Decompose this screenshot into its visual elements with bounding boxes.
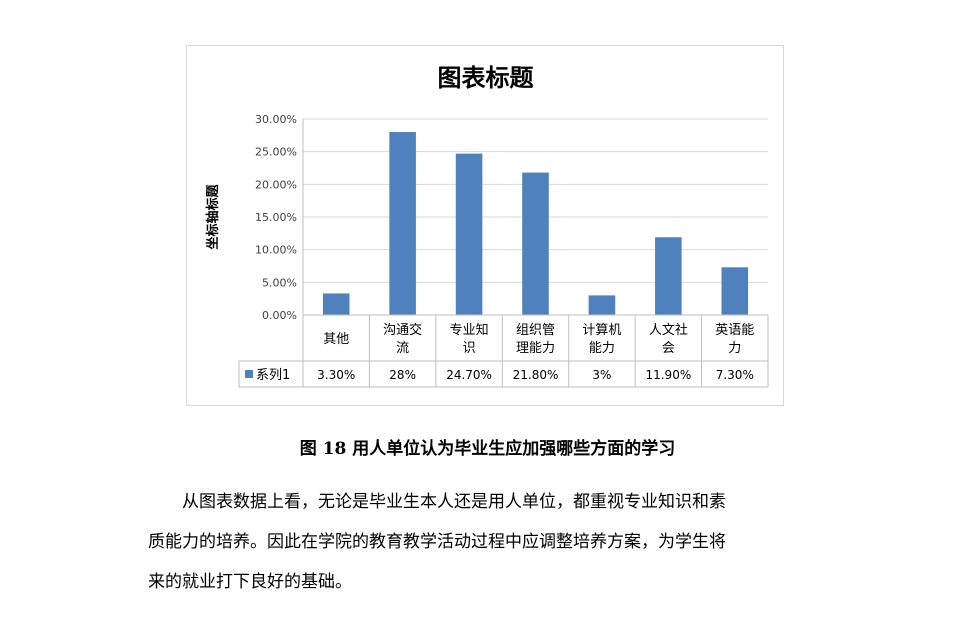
- y-tick-label: 25.00%: [255, 146, 297, 159]
- data-label: 24.70%: [446, 368, 492, 382]
- data-label: 28%: [389, 368, 416, 382]
- data-label: 21.80%: [513, 368, 559, 382]
- y-tick-label: 0.00%: [262, 309, 297, 322]
- x-category-label: 专业知: [450, 322, 489, 338]
- data-label: 3.30%: [317, 368, 355, 382]
- data-label: 11.90%: [645, 368, 691, 382]
- y-tick-label: 30.00%: [255, 113, 297, 126]
- x-category-label: 流: [396, 341, 409, 356]
- x-category-label: 力: [728, 341, 741, 356]
- bar: [588, 295, 616, 315]
- bar: [655, 237, 682, 315]
- bar: [721, 267, 749, 315]
- x-category-label: 理能力: [516, 341, 555, 356]
- legend-swatch: [245, 370, 253, 378]
- paragraph-line: 从图表数据上看，无论是毕业生本人还是用人单位，都重视专业知识和素: [182, 492, 726, 512]
- figure-caption: 图 18 用人单位认为毕业生应加强哪些方面的学习: [299, 439, 676, 459]
- y-axis-title: 坐标轴标题: [205, 184, 221, 250]
- y-tick-label: 20.00%: [255, 178, 297, 191]
- x-category-label: 能力: [589, 341, 615, 356]
- bar: [455, 153, 483, 315]
- paragraph-line: 质能力的培养。因此在学院的教育教学活动过程中应调整培养方案，为学生将: [148, 532, 726, 552]
- bar: [322, 293, 350, 315]
- data-label: 3%: [592, 368, 611, 382]
- x-category-label: 沟通交: [383, 322, 422, 338]
- y-tick-label: 5.00%: [262, 276, 297, 289]
- x-category-label: 会: [662, 341, 675, 356]
- x-category-label: 人文社: [649, 322, 688, 338]
- x-category-label: 英语能: [715, 323, 754, 338]
- chart-container: 图表标题坐标轴标题 0.00% 5.00% 10.00% 15.00% 20.00% 25.…: [186, 45, 784, 406]
- x-category-label: 其他: [323, 332, 349, 347]
- legend-series-name: 系列1: [256, 368, 290, 383]
- y-tick-label: 15.00%: [255, 211, 297, 224]
- data-label: 7.30%: [716, 368, 754, 382]
- x-category-label: 计算机: [582, 323, 621, 338]
- paragraph-line: 来的就业打下良好的基础。: [148, 572, 352, 592]
- chart-title: 图表标题: [438, 64, 534, 92]
- body-paragraph: 从图表数据上看，无论是毕业生本人还是用人单位，都重视专业知识和素 质能力的培养。…: [148, 482, 838, 602]
- bar: [522, 172, 549, 315]
- x-category-label: 识: [463, 341, 476, 356]
- y-tick-label: 10.00%: [255, 244, 297, 257]
- bar: [389, 132, 416, 315]
- x-category-label: 组织管: [516, 323, 555, 338]
